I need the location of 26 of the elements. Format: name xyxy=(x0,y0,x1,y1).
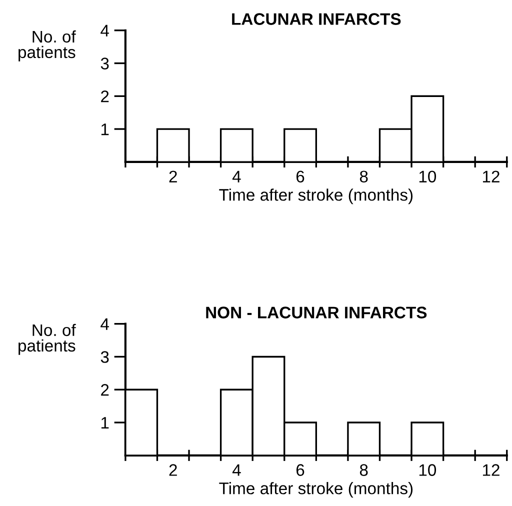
y-tick-label: 1 xyxy=(101,124,109,136)
x-axis-title: Time after stroke (months) xyxy=(219,482,413,498)
chart-title: LACUNAR INFARCTS xyxy=(232,13,401,25)
y-axis-title: No. of patients xyxy=(18,324,76,355)
y-axis-title: No. of patients xyxy=(18,30,76,62)
x-tick-label: 4 xyxy=(232,464,241,476)
x-tick-label: 10 xyxy=(419,170,436,182)
chart-title: NON - LACUNAR INFARCTS xyxy=(206,306,427,318)
x-axis-title: Time after stroke (months) xyxy=(219,188,413,204)
x-tick-label: 12 xyxy=(482,170,500,182)
y-tick-label: 2 xyxy=(101,384,109,396)
y-tick-label: 1 xyxy=(101,417,109,429)
x-tick-label: 8 xyxy=(360,464,368,476)
y-tick-label: 4 xyxy=(100,24,109,36)
y-tick-label: 3 xyxy=(100,58,109,70)
x-tick-label: 2 xyxy=(169,464,177,476)
x-tick-label: 6 xyxy=(296,170,304,182)
x-tick-label: 8 xyxy=(360,170,368,182)
y-tick-label: 3 xyxy=(100,351,109,363)
x-tick-label: 12 xyxy=(482,464,500,476)
x-tick-label: 4 xyxy=(232,170,241,182)
y-tick-label: 2 xyxy=(101,90,109,102)
x-tick-label: 6 xyxy=(296,464,304,476)
y-tick-label: 4 xyxy=(100,318,109,330)
x-tick-label: 2 xyxy=(169,170,177,182)
x-tick-label: 10 xyxy=(419,464,436,476)
